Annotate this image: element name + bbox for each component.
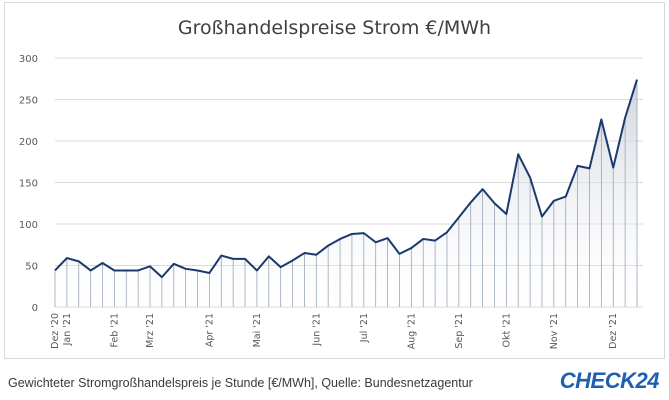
x-tick-label: Sep '21 <box>454 313 465 349</box>
check24-logo[interactable]: CHECK24 <box>559 368 660 394</box>
x-tick-label: Aug '21 <box>406 313 417 349</box>
y-tick-label: 300 <box>19 54 38 65</box>
logo-number: 24 <box>635 368 660 393</box>
y-tick-label: 50 <box>25 262 38 273</box>
x-tick-label: Mai '21 <box>252 313 263 347</box>
x-tick-label: Dez '20 <box>50 313 61 349</box>
area-fill <box>55 79 637 307</box>
y-tick-label: 150 <box>19 179 38 190</box>
x-tick-label: Mrz '21 <box>145 313 156 348</box>
x-tick-label: Jul '21 <box>359 313 370 343</box>
x-tick-label: Jun '21 <box>311 313 322 347</box>
chart-title: Großhandelspreise Strom €/MWh <box>177 17 492 39</box>
x-tick-label: Dez '21 <box>608 313 619 349</box>
y-tick-label: 200 <box>19 137 38 148</box>
y-tick-label: 100 <box>19 220 38 231</box>
x-tick-label: Nov '21 <box>549 313 560 349</box>
x-tick-label: Jan '21 <box>62 313 73 346</box>
series-line <box>54 79 638 279</box>
chart-plot: 0 50 100 150 200 250 300 Dez '20 Jan '21 Feb '21… <box>19 54 643 349</box>
x-tick-label: Apr '21 <box>204 313 215 347</box>
x-tick-label: Feb '21 <box>109 313 120 348</box>
y-tick-label: 0 <box>32 303 38 314</box>
y-tick-label: 250 <box>19 96 38 107</box>
chart-caption: Gewichteter Stromgroßhandelspreis je Stu… <box>8 376 473 390</box>
x-tick-label: Okt '21 <box>501 313 512 347</box>
logo-text: CHECK <box>559 368 636 393</box>
